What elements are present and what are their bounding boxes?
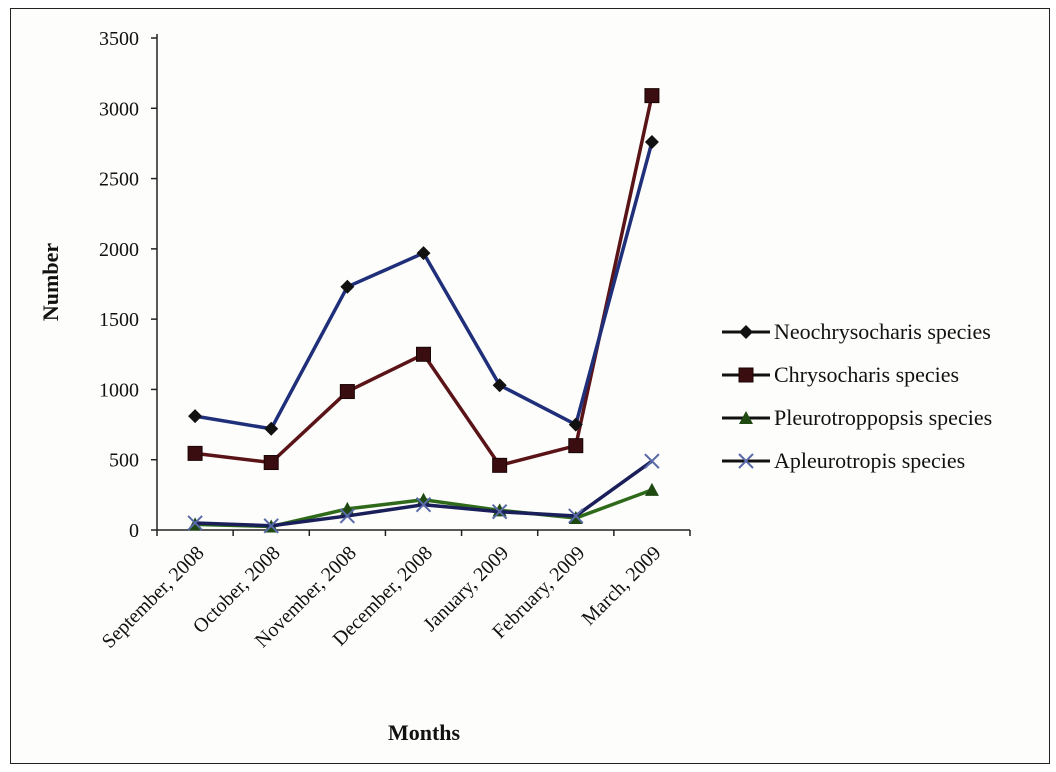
series-line [194, 95, 654, 468]
legend-item: Pleurotroppopsis species [722, 405, 992, 430]
chart-frame [10, 8, 1050, 764]
data-point [568, 508, 584, 524]
y-axis-title: Number [38, 243, 63, 321]
legend-item: Neochrysocharis species [722, 319, 991, 344]
data-point [644, 453, 660, 469]
data-point [491, 504, 508, 520]
y-tick-label: 2500 [99, 169, 139, 191]
x-tick-label: September, 2008 [98, 542, 209, 653]
legend-marker [739, 325, 753, 339]
series-chrysocharis-species [187, 88, 660, 473]
data-point [644, 135, 659, 150]
x-marker-stroke [263, 518, 279, 534]
y-tick-label: 0 [129, 520, 139, 542]
legend-label: Neochrysocharis species [774, 319, 991, 344]
series-layer [187, 88, 660, 534]
legend: Neochrysocharis species Chrysocharis spec… [722, 319, 992, 473]
data-point [263, 518, 279, 534]
x-marker-stroke [491, 504, 508, 520]
y-tick-label: 3500 [99, 28, 139, 50]
y-tick-label: 3000 [99, 98, 139, 120]
series-line [194, 141, 654, 431]
data-point [339, 384, 355, 400]
data-point [339, 508, 356, 524]
data-point [188, 409, 203, 424]
y-tick-label: 500 [109, 450, 139, 472]
data-point [568, 417, 583, 432]
legend-label: Chrysocharis species [774, 362, 959, 387]
series-apleurotropis-species [187, 453, 660, 534]
data-point [340, 279, 355, 294]
data-point [492, 457, 508, 473]
legend-marker [738, 367, 754, 383]
axes: 0 500 1000 1500 2000 2500 3000 3500 September, 2… [98, 28, 691, 653]
data-point [264, 421, 279, 436]
x-marker-stroke [187, 515, 203, 531]
x-marker-stroke [644, 453, 660, 469]
x-tick-label: March, 2009 [578, 542, 666, 630]
legend-marker [739, 411, 753, 424]
y-tick-label: 1500 [99, 309, 139, 331]
data-point [492, 378, 507, 393]
data-point [416, 246, 431, 261]
y-tick-label: 2000 [99, 239, 139, 261]
x-marker-stroke [415, 496, 432, 513]
data-point [416, 346, 431, 362]
data-point [187, 445, 203, 461]
legend-item: Chrysocharis species [722, 362, 959, 387]
series-neochrysocharis-species [188, 135, 659, 436]
x-axis-title: Months [388, 720, 461, 745]
x-marker-stroke [568, 508, 584, 524]
data-point [187, 515, 203, 531]
legend-marker [738, 453, 754, 469]
data-point [644, 482, 659, 496]
data-point [644, 88, 660, 104]
x-marker-stroke [339, 508, 356, 524]
data-point [415, 496, 432, 513]
legend-label: Apleurotropis species [774, 448, 965, 473]
y-tick-label: 1000 [99, 379, 139, 401]
data-point [263, 455, 279, 471]
legend-label: Pleurotroppopsis species [774, 405, 992, 430]
x-marker-stroke [738, 453, 754, 469]
legend-item: Apleurotropis species [722, 448, 965, 473]
data-point [568, 438, 584, 454]
